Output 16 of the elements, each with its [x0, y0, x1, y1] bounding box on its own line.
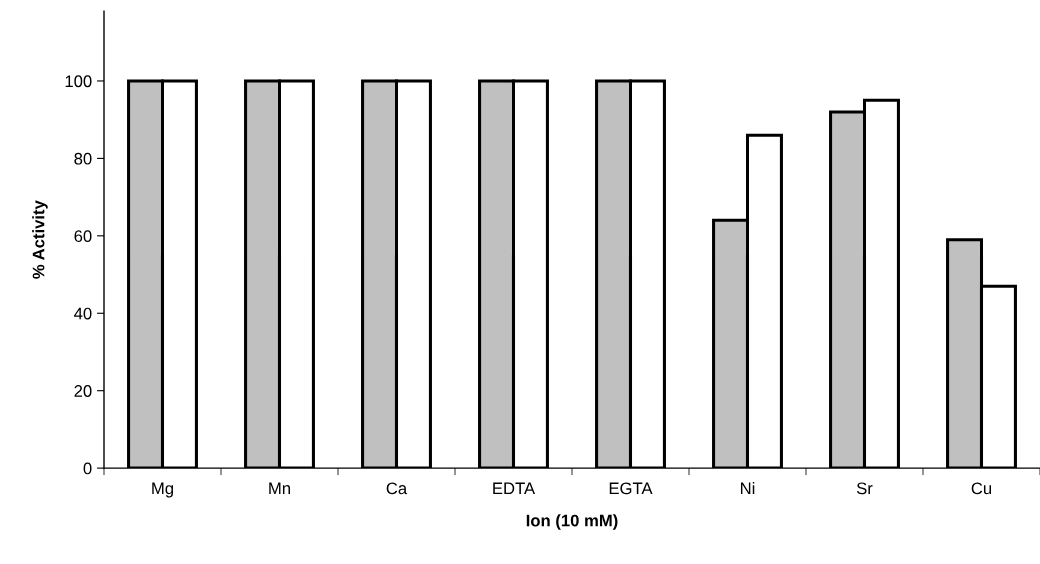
x-tick-label: Ni [741, 482, 755, 495]
x-tick-label: Mg [152, 482, 173, 498]
y-tick-label: 0 [83, 462, 92, 475]
x-tick-label: Sr [856, 482, 873, 495]
y-tick-label: 60 [74, 230, 92, 243]
y-tick-label: 40 [74, 307, 92, 320]
y-tick-label: 20 [74, 385, 92, 397]
x-tick-label: Mn [269, 482, 290, 495]
x-axis-title: Ion (10 mM) [526, 514, 618, 530]
y-tick-label: 80 [74, 152, 92, 165]
y-axis-title: % Activity [32, 200, 48, 279]
x-tick-label: Cu [971, 482, 992, 495]
x-tick-label: EDTA [493, 482, 536, 495]
y-tick-label: 100 [65, 75, 92, 88]
x-tick-label: EGTA [609, 482, 653, 495]
x-tick-label: Ca [386, 482, 408, 495]
